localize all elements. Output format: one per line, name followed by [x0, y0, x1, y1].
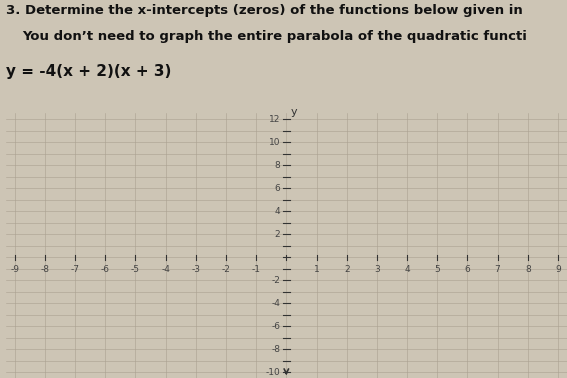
Text: You don’t need to graph the entire parabola of the quadratic functi: You don’t need to graph the entire parab…: [23, 30, 527, 43]
Text: -7: -7: [70, 265, 79, 274]
Text: 5: 5: [434, 265, 440, 274]
Text: -4: -4: [272, 299, 280, 308]
Text: 3. Determine the x-intercepts (zeros) of the functions below given in: 3. Determine the x-intercepts (zeros) of…: [6, 4, 522, 17]
Text: -1: -1: [252, 265, 261, 274]
Text: 2: 2: [344, 265, 349, 274]
Text: 8: 8: [525, 265, 531, 274]
Text: y = -4(x + 2)(x + 3): y = -4(x + 2)(x + 3): [6, 64, 171, 79]
Text: -3: -3: [191, 265, 200, 274]
Text: -10: -10: [265, 368, 280, 377]
Text: 6: 6: [464, 265, 470, 274]
Text: -4: -4: [161, 265, 170, 274]
Text: 1: 1: [314, 265, 319, 274]
Text: -2: -2: [222, 265, 230, 274]
Text: -9: -9: [10, 265, 19, 274]
Text: 9: 9: [555, 265, 561, 274]
Text: 7: 7: [495, 265, 501, 274]
Text: 2: 2: [274, 230, 280, 239]
Text: 10: 10: [269, 138, 280, 147]
Text: -5: -5: [131, 265, 140, 274]
Text: y: y: [291, 107, 298, 117]
Text: 4: 4: [274, 207, 280, 216]
Text: 6: 6: [274, 184, 280, 193]
Text: 4: 4: [404, 265, 410, 274]
Text: -6: -6: [271, 322, 280, 331]
Text: 8: 8: [274, 161, 280, 170]
Text: -8: -8: [271, 345, 280, 354]
Text: 12: 12: [269, 115, 280, 124]
Text: -8: -8: [40, 265, 49, 274]
Text: 3: 3: [374, 265, 380, 274]
Text: -2: -2: [272, 276, 280, 285]
Text: -6: -6: [101, 265, 110, 274]
